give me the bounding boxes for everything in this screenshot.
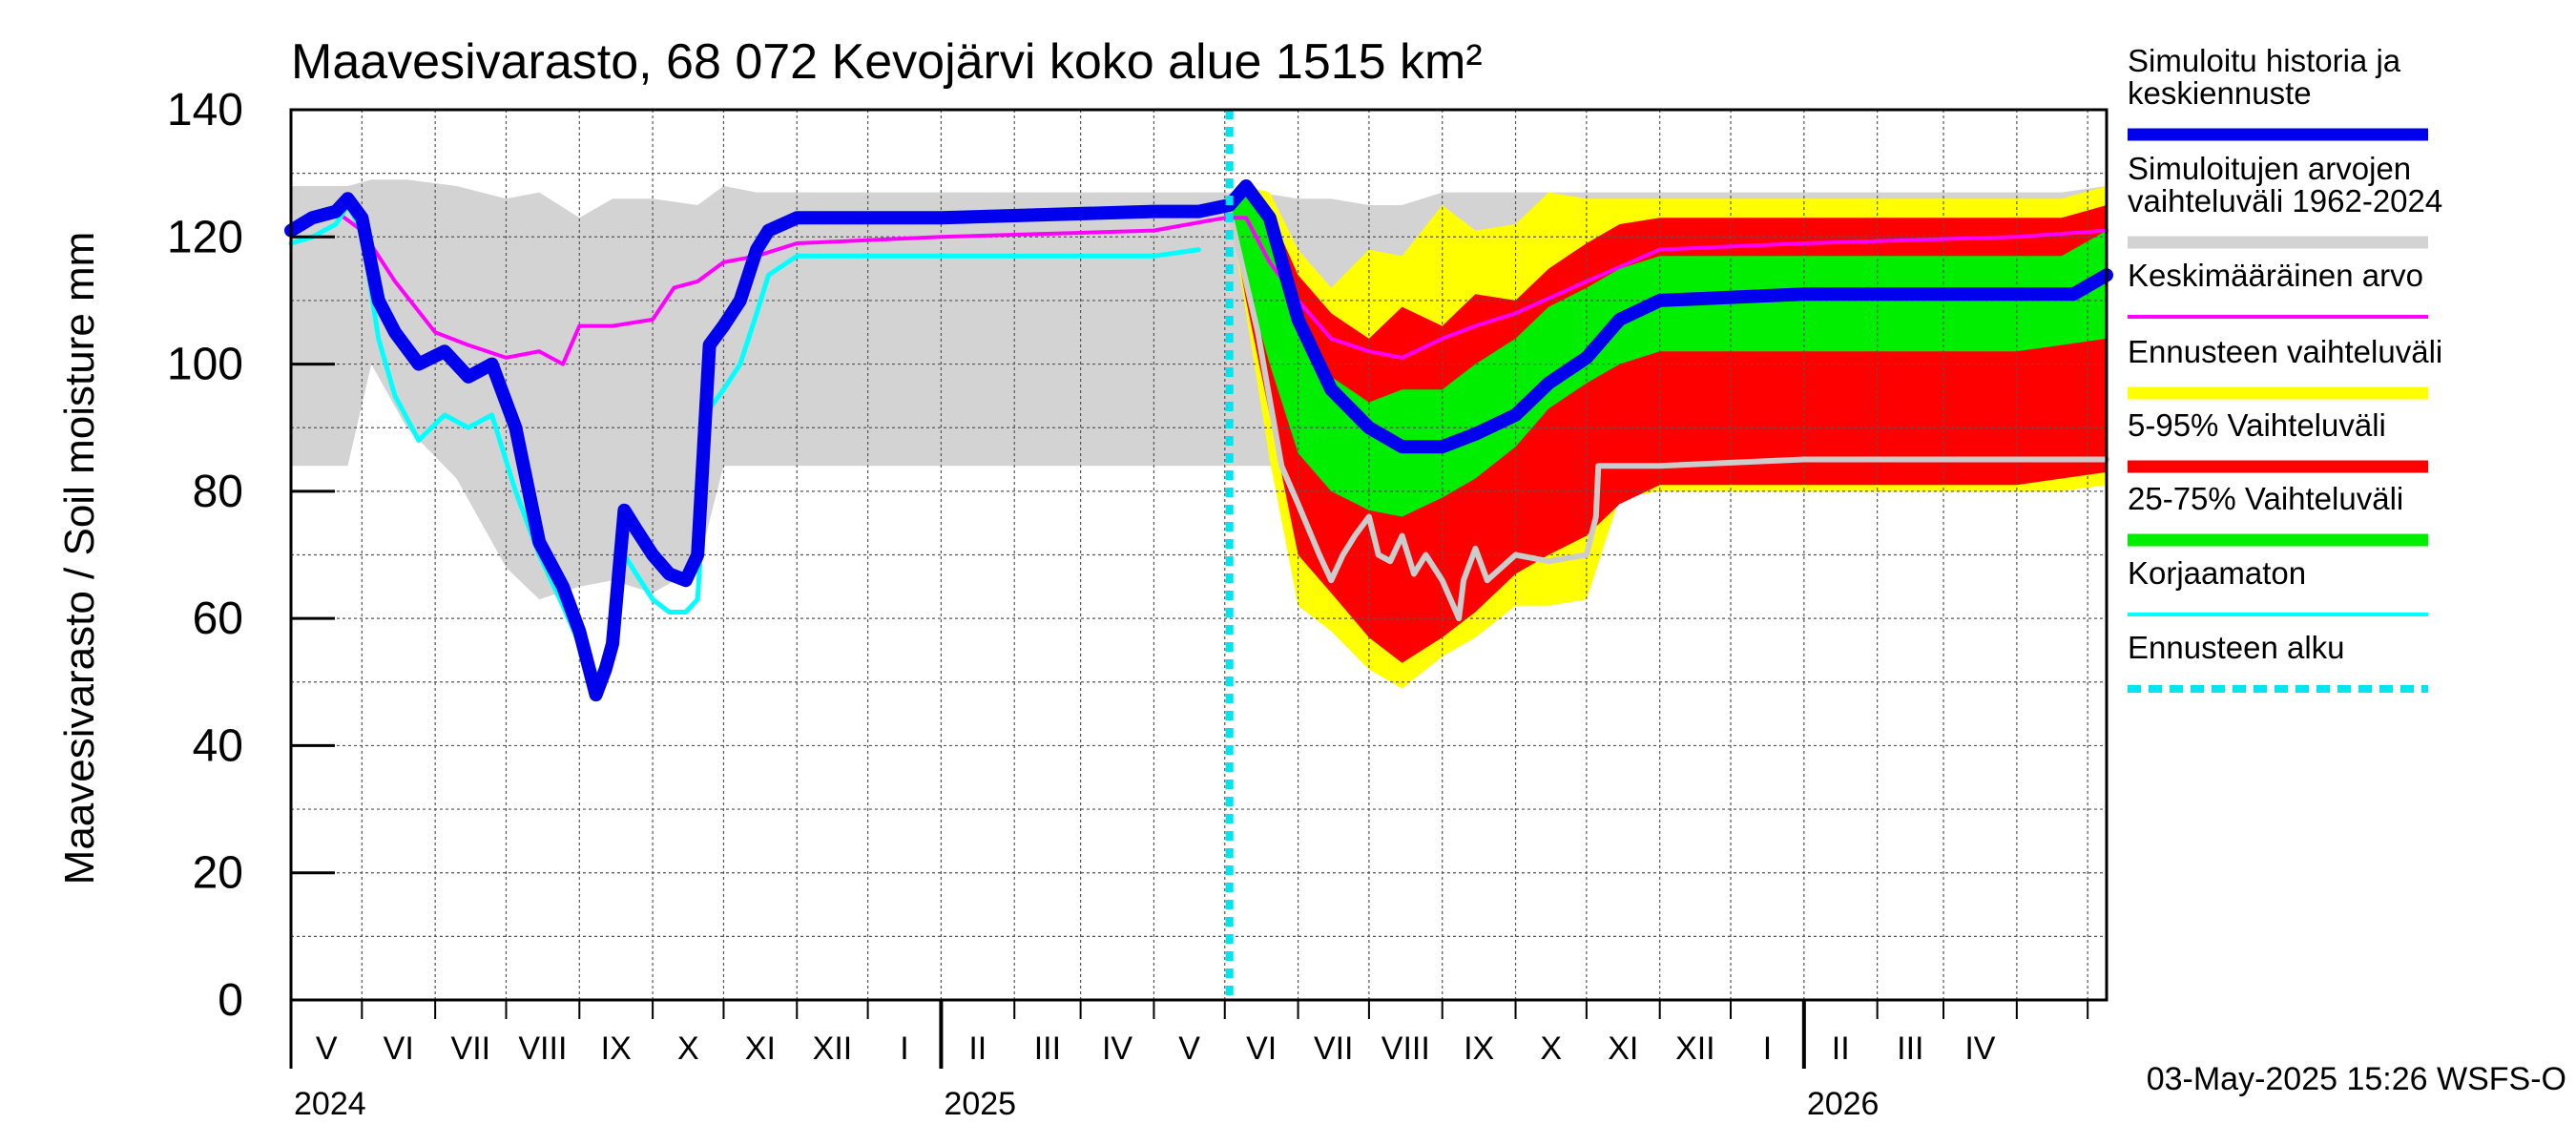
x-month-label: V: [1178, 1030, 1200, 1067]
y-tick-label: 60: [193, 593, 243, 644]
y-tick-label: 0: [218, 975, 243, 1026]
x-year-label: 2026: [1807, 1086, 1880, 1122]
x-month-label: IX: [1464, 1030, 1494, 1067]
x-month-label: X: [677, 1030, 699, 1067]
x-month-label: VII: [451, 1030, 491, 1067]
x-month-label: III: [1897, 1030, 1923, 1067]
x-month-label: VIII: [1381, 1030, 1430, 1067]
x-month-label: VI: [384, 1030, 414, 1067]
legend-label-line: Simuloitu historia ja: [2128, 43, 2401, 78]
x-month-label: III: [1034, 1030, 1061, 1067]
legend-label: Keskimääräinen arvo: [2128, 258, 2423, 293]
x-month-label: I: [1763, 1030, 1772, 1067]
x-month-label: XII: [1675, 1030, 1715, 1067]
x-month-label: XI: [1608, 1030, 1638, 1067]
y-tick-label: 120: [167, 212, 243, 262]
lines-layer: [284, 110, 2113, 1000]
legend-item: 5-95% Vaihteluväli: [2128, 407, 2428, 473]
legend-label: Ennusteen vaihteluväli: [2128, 334, 2442, 369]
legend-item: Ennusteen vaihteluväli: [2128, 334, 2442, 400]
y-tick-label: 80: [193, 467, 243, 517]
x-year-label: 2025: [944, 1086, 1016, 1122]
legend-item: 25-75% Vaihteluväli: [2128, 481, 2428, 547]
grid-layer: [291, 110, 2107, 1000]
x-month-label: IV: [1102, 1030, 1132, 1067]
x-month-label: II: [1832, 1030, 1850, 1067]
plot-area: [284, 110, 2113, 1000]
x-month-label: V: [316, 1030, 338, 1067]
plot-frame: [289, 108, 2109, 1002]
legend-label-line: keskiennuste: [2128, 75, 2312, 111]
x-month-label: I: [900, 1030, 908, 1067]
x-year-label: 2024: [294, 1086, 366, 1122]
legend-label: Simuloitujen arvojen vaihteluväli 1962-20…: [2128, 151, 2442, 219]
legend-item: Simuloitu historia ja keskiennuste: [2128, 43, 2428, 141]
legend-label-line: vaihteluväli 1962-2024: [2128, 183, 2442, 219]
legend-item: Korjaamaton: [2128, 555, 2428, 616]
legend-label: 5-95% Vaihteluväli: [2128, 407, 2386, 443]
legend: Simuloitu historia ja keskiennusteSimuloi…: [2128, 43, 2442, 693]
x-month-label: XI: [745, 1030, 776, 1067]
chart-title: Maavesivarasto, 68 072 Kevojärvi koko al…: [291, 34, 1483, 90]
legend-item: Keskimääräinen arvo: [2128, 258, 2428, 319]
simulated-mean-line: [284, 179, 2113, 702]
x-month-label: X: [1540, 1030, 1562, 1067]
gray-scenario-line: [1226, 208, 2109, 622]
y-tick-label: 140: [167, 85, 243, 135]
legend-label: Simuloitu historia ja keskiennuste: [2128, 43, 2401, 111]
y-tick-label: 40: [193, 720, 243, 771]
y-tick-label: 20: [193, 848, 243, 899]
legend-label: Korjaamaton: [2128, 555, 2306, 591]
y-tick-label: 100: [167, 340, 243, 390]
legend-label: Ennusteen alku: [2128, 630, 2345, 665]
mean-line: [289, 209, 2109, 366]
x-month-label: IX: [601, 1030, 632, 1067]
x-month-label: IV: [1964, 1030, 1995, 1067]
x-month-label: VII: [1314, 1030, 1354, 1067]
x-month-label: II: [968, 1030, 987, 1067]
x-month-label: VIII: [518, 1030, 567, 1067]
x-month-label: VI: [1246, 1030, 1277, 1067]
legend-label: 25-75% Vaihteluväli: [2128, 481, 2403, 516]
legend-item: Ennusteen alku: [2128, 630, 2428, 693]
legend-label-line: Simuloitujen arvojen: [2128, 151, 2411, 186]
footer-timestamp: 03-May-2025 15:26 WSFS-O: [2147, 1061, 2566, 1097]
legend-item: Simuloitujen arvojen vaihteluväli 1962-20…: [2128, 151, 2442, 249]
x-month-label: XII: [813, 1030, 853, 1067]
range-25-75-band: [1229, 192, 2107, 517]
y-axis-label: Maavesivarasto / Soil moisture mm: [56, 232, 103, 885]
